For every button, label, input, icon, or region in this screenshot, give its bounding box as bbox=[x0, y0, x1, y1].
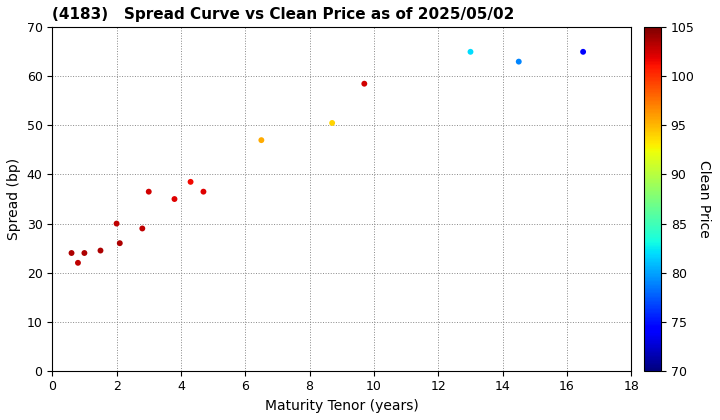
Point bbox=[114, 240, 125, 247]
Point bbox=[464, 48, 476, 55]
Point bbox=[72, 260, 84, 266]
Point bbox=[577, 48, 589, 55]
Point bbox=[326, 120, 338, 126]
Point bbox=[66, 249, 77, 256]
Point bbox=[78, 249, 90, 256]
Point bbox=[198, 188, 210, 195]
Point bbox=[137, 225, 148, 232]
Point bbox=[513, 58, 524, 65]
Point bbox=[168, 196, 180, 202]
Y-axis label: Spread (bp): Spread (bp) bbox=[7, 158, 21, 240]
X-axis label: Maturity Tenor (years): Maturity Tenor (years) bbox=[265, 399, 418, 413]
Point bbox=[359, 80, 370, 87]
Point bbox=[256, 137, 267, 144]
Text: (4183)   Spread Curve vs Clean Price as of 2025/05/02: (4183) Spread Curve vs Clean Price as of… bbox=[53, 7, 515, 22]
Point bbox=[95, 247, 107, 254]
Y-axis label: Clean Price: Clean Price bbox=[697, 160, 711, 238]
Point bbox=[111, 220, 122, 227]
Point bbox=[185, 178, 197, 185]
Point bbox=[143, 188, 155, 195]
